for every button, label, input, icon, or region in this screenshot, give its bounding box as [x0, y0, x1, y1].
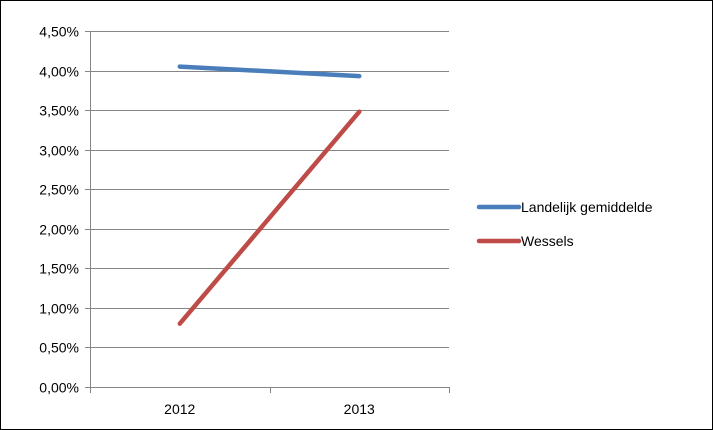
y-tick-label: 0,50%: [39, 340, 79, 356]
y-tick-label: 4,00%: [39, 64, 79, 80]
x-tick-label: 2013: [344, 401, 375, 417]
y-tick-label: 0,00%: [39, 380, 79, 396]
gridlines: [90, 31, 449, 348]
y-tick-label: 1,50%: [39, 261, 79, 277]
y-tick-label: 1,00%: [39, 301, 79, 317]
y-tick-label: 2,50%: [39, 182, 79, 198]
y-tick-label: 4,50%: [39, 24, 79, 40]
y-axis-tick-labels: 0,00% 0,50% 1,00% 1,50% 2,00% 2,50% 3,00% 3,50%…: [39, 24, 79, 396]
y-tick-label: 3,00%: [39, 143, 79, 159]
x-axis-tick-labels: 2012 2013: [164, 401, 375, 417]
series-lines: [177, 64, 362, 326]
legend-label: Landelijk gemiddelde: [521, 199, 653, 215]
y-tick-label: 3,50%: [39, 103, 79, 119]
legend-label: Wessels: [521, 233, 574, 249]
axes: [85, 31, 450, 393]
y-tick-label: 2,00%: [39, 222, 79, 238]
x-tick-label: 2012: [164, 401, 195, 417]
legend: Landelijk gemiddelde Wessels: [476, 199, 653, 249]
series-line-1: [177, 109, 362, 326]
series-line-0: [177, 64, 362, 79]
